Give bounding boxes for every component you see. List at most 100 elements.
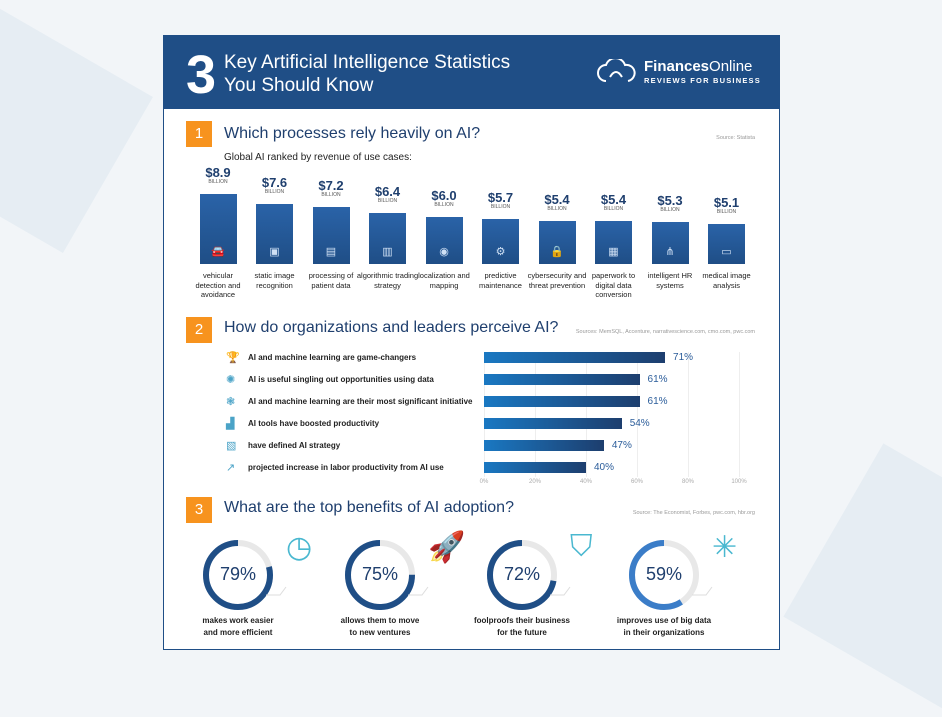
cloud-icon [597, 58, 636, 82]
unit-label: BILLION [490, 203, 511, 210]
bar: ⚙ [482, 218, 519, 264]
category-label: algorithmic trading strategy [356, 271, 419, 290]
category-label: cybersecurity and threat prevention [527, 271, 587, 290]
value-label: $5.4 BILLION [584, 192, 644, 213]
value-label: 61% [647, 396, 668, 407]
value-label: 71% [673, 352, 694, 363]
caption-line: for the future [497, 628, 547, 637]
unit-label: BILLION [434, 201, 454, 208]
brain-gears-icon: ❃ [226, 396, 236, 408]
location-pin-icon: ◉ [439, 245, 449, 258]
bar: ▭ [708, 223, 745, 264]
value-label: $7.2 BILLION [301, 178, 361, 198]
unit-label: BILLION [660, 207, 680, 214]
donut-arc [203, 540, 273, 610]
connector-line [266, 586, 287, 596]
value-label: $5.1 BILLION [697, 196, 757, 215]
unit-label: BILLION [264, 188, 285, 195]
x-tick-label: 60% [630, 479, 643, 485]
donut-caption: improves use of big data in their organiz… [609, 615, 719, 639]
donut-chart [629, 540, 713, 610]
value: $8.9 [205, 164, 231, 180]
value-label: $8.9 BILLION [188, 164, 248, 185]
bar: ⋔ [651, 222, 689, 264]
bar: 🔒 [538, 221, 576, 264]
header-number: 3 [186, 45, 217, 105]
connector-line [408, 586, 429, 596]
growth-chart-icon: ▟ [226, 418, 235, 430]
category-label: medical image analysis [702, 271, 751, 290]
gridline [535, 352, 536, 477]
unit-label: BILLION [208, 178, 228, 185]
caption-line: makes work easier [202, 616, 274, 625]
bar: ◉ [425, 216, 463, 264]
row-label: AI and machine learning are game-changer… [248, 353, 417, 362]
value: $7.2 [318, 178, 344, 194]
value: $6.4 [374, 184, 401, 200]
value: $5.4 [600, 192, 627, 208]
unit-label: BILLION [603, 206, 624, 213]
value: $5.7 [487, 189, 514, 205]
caption-line: in their organizations [623, 628, 705, 637]
value-label: $5.4 BILLION [527, 193, 587, 213]
section-title-3: What are the top benefits of AI adoption… [224, 499, 514, 516]
connector-line [550, 586, 571, 596]
logo-text: Online [709, 58, 753, 75]
donut-arc [487, 540, 557, 610]
value-label: $7.6 BILLION [245, 176, 305, 195]
donut-value: 72% [503, 564, 541, 584]
gridline [739, 352, 740, 477]
lock-icon: 🔒 [550, 245, 564, 258]
trophy-icon: 🏆 [226, 352, 240, 364]
gridline [637, 352, 638, 477]
background-shape [0, 7, 153, 253]
logo-bold: Finances [644, 58, 710, 75]
title-line-1: Key Artificial Intelligence Statistics [224, 52, 511, 73]
monitor-icon: ▭ [721, 245, 732, 258]
section-number-1: 1 [186, 121, 212, 147]
bar [484, 396, 640, 407]
caption-line: improves use of big data [616, 616, 712, 625]
row-label: AI and machine learning are their most s… [248, 397, 473, 406]
value: $5.3 [657, 193, 683, 209]
section-source-1: Source: Statista [716, 135, 755, 141]
header: 3 Key Artificial Intelligence Statistics… [164, 36, 779, 109]
value-label: $5.3 BILLION [640, 193, 700, 214]
bar: ▥ [369, 213, 406, 264]
category-label: vehicular detection and avoidance [195, 271, 241, 299]
value-label: $5.7 BILLION [471, 189, 531, 210]
caption-line: allows them to move [340, 616, 420, 625]
bar: ▦ [595, 221, 632, 264]
row-label: projected increase in labor productivity… [248, 463, 444, 472]
value-label: 47% [611, 440, 632, 451]
category-label: predictive maintenance [479, 271, 522, 290]
donut-value: 79% [219, 564, 257, 584]
bar [484, 374, 640, 385]
bar [484, 418, 622, 429]
donut-value: 75% [361, 564, 399, 584]
background-shape [783, 443, 942, 717]
category-label: processing of patient data [308, 271, 354, 290]
section-source-3: Source: The Economist, Forbes, pwc.com, … [632, 510, 755, 516]
trend-chart-icon: ↗ [226, 462, 236, 474]
shield-check-icon: ⛉ [570, 530, 593, 563]
bar [484, 440, 604, 451]
section-source-2: Sources: MemSQL, Accenture, narrativesci… [575, 329, 755, 335]
donut-value: 59% [645, 564, 683, 584]
category-label: paperwork to digital data conversion [591, 271, 636, 299]
donut-caption: allows them to move to new ventures [325, 615, 435, 639]
category-label: localization and mapping [418, 271, 470, 290]
section-number-3: 3 [186, 497, 212, 523]
row-label: AI tools have boosted productivity [248, 419, 380, 428]
bar [484, 462, 586, 473]
unit-label: BILLION [377, 198, 398, 205]
logo-tagline: REVIEWS FOR BUSINESS [644, 76, 761, 85]
network-icon: ✳ [712, 531, 738, 564]
car-icon: 🚘 [211, 245, 225, 258]
donut-chart [345, 540, 429, 610]
infographic-card: 3 Key Artificial Intelligence Statistics… [163, 35, 780, 650]
unit-label: BILLION [547, 206, 567, 213]
x-tick-label: 40% [579, 479, 592, 485]
donut-arc [345, 540, 415, 610]
gridline [688, 352, 689, 477]
